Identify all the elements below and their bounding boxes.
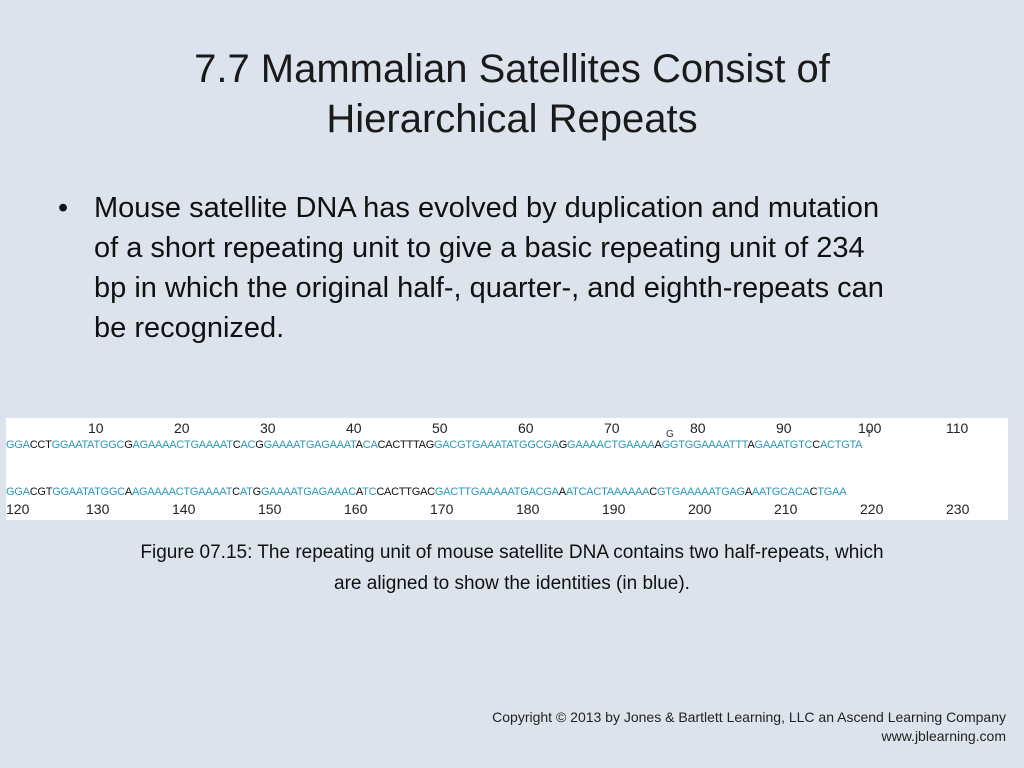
bottom-position-ruler: 120 130 140 150 160 170 180 190 200 210 220 230 — [6, 501, 1008, 519]
bullet-point: • Mouse satellite DNA has evolved by dup… — [58, 188, 898, 348]
bullet-text: Mouse satellite DNA has evolved by dupli… — [94, 192, 884, 344]
mismatch-bases: C — [649, 486, 657, 498]
mismatch-bases: CGT — [29, 486, 53, 498]
mismatch-bases: C — [232, 486, 240, 498]
top-ruler-tick-label: 30 — [260, 420, 276, 436]
variant-base-label: G — [666, 429, 674, 440]
top-ruler-tick-label: 40 — [346, 420, 362, 436]
bottom-ruler-tick-label: 230 — [946, 501, 970, 517]
bottom-ruler-tick-label: 160 — [344, 501, 368, 517]
identity-bases: ACTGTA — [819, 439, 863, 451]
website-link[interactable]: www.jblearning.com — [881, 728, 1007, 744]
identity-bases: GACTTGAAAAATGACGA — [434, 486, 559, 498]
mismatch-bases: C — [809, 486, 818, 498]
identity-bases: GGA — [6, 486, 30, 498]
bullet-marker: • — [58, 192, 69, 224]
bottom-ruler-tick-label: 190 — [602, 501, 626, 517]
mismatch-bases: A — [747, 439, 755, 451]
mismatch-bases: A — [355, 486, 363, 498]
mismatch-bases: A — [654, 439, 662, 451]
identity-bases: GTGAAAAATGAG — [656, 486, 745, 498]
top-ruler-tick-label: 20 — [174, 420, 190, 436]
identity-bases: TGAA — [817, 486, 847, 498]
identity-bases: GAAATGTC — [754, 439, 813, 451]
mismatch-bases: C — [232, 439, 241, 451]
top-ruler-tick-label: 90 — [776, 420, 792, 436]
top-ruler-tick-label: 100 — [858, 420, 882, 436]
identity-bases: AATGCACA — [751, 486, 810, 498]
mismatch-bases: CCT — [29, 439, 52, 451]
identity-bases: GGA — [6, 439, 30, 451]
top-ruler-tick-label: 110 — [946, 420, 969, 436]
identity-bases: GGAATATGGC — [52, 486, 125, 498]
slide-title: 7.7 Mammalian Satellites Consist of Hier… — [0, 44, 1024, 144]
identity-bases: AC — [240, 439, 256, 451]
mismatch-bases: C — [812, 439, 820, 451]
identity-bases: ATCACTAAAAAA — [565, 486, 650, 498]
caption-line-2: are aligned to show the identities (in b… — [334, 573, 690, 594]
bottom-ruler-tick-label: 210 — [774, 501, 798, 517]
mismatch-bases: A — [124, 486, 132, 498]
variant-base-label: T — [866, 429, 873, 440]
mismatch-bases: G — [255, 439, 264, 451]
mismatch-bases: A — [744, 486, 752, 498]
mismatch-bases: A — [558, 486, 566, 498]
identity-bases: GGAATATGGC — [51, 439, 125, 451]
mismatch-bases: CACTTTAG — [377, 439, 435, 451]
top-ruler-tick-label: 80 — [690, 420, 706, 436]
identity-bases: AT — [239, 486, 253, 498]
identity-bases: CA — [362, 439, 378, 451]
identity-bases: AGAAAACTGAAAAT — [131, 486, 233, 498]
identity-bases: GGTGGAAAATTT — [661, 439, 748, 451]
bottom-ruler-tick-label: 180 — [516, 501, 540, 517]
bottom-ruler-tick-label: 120 — [6, 501, 30, 517]
identity-bases: GACGTGAAATATGGCGA — [434, 439, 559, 451]
identity-bases: GAAAACTGAAAA — [567, 439, 655, 451]
identity-bases: GAAAATGAGAAAT — [263, 439, 356, 451]
bottom-half-repeat-sequence: GGACGTGGAATATGGCAAGAAAACTGAAAATCATGGAAAA… — [6, 486, 1008, 498]
bottom-ruler-tick-label: 150 — [258, 501, 282, 517]
mismatch-bases: CACTTGAC — [376, 486, 435, 498]
mismatch-bases: G — [558, 439, 568, 451]
figure-caption: Figure 07.15: The repeating unit of mous… — [30, 537, 994, 599]
caption-line-1: Figure 07.15: The repeating unit of mous… — [140, 542, 884, 563]
mismatch-bases: G — [252, 486, 262, 498]
top-position-ruler: 10 20 30 40 50 60 70 80 90 100 110 — [6, 420, 1008, 438]
top-ruler-tick-label: 10 — [88, 420, 104, 436]
top-ruler-tick-label: 70 — [604, 420, 620, 436]
top-half-repeat-sequence: GGACCTGGAATATGGCGAGAAAACTGAAAATCACGGAAAA… — [6, 439, 1008, 451]
bottom-ruler-tick-label: 200 — [688, 501, 712, 517]
bottom-ruler-tick-label: 140 — [172, 501, 196, 517]
copyright-footer: Copyright © 2013 by Jones & Bartlett Lea… — [492, 708, 1006, 746]
mismatch-bases: A — [355, 439, 363, 451]
top-ruler-tick-label: 60 — [518, 420, 534, 436]
top-ruler-tick-label: 50 — [432, 420, 448, 436]
identity-bases: GAAAATGAGAAAC — [260, 486, 356, 498]
copyright-text: Copyright © 2013 by Jones & Bartlett Lea… — [492, 709, 1006, 725]
bottom-ruler-tick-label: 130 — [86, 501, 110, 517]
bottom-ruler-tick-label: 170 — [430, 501, 454, 517]
bottom-ruler-tick-label: 220 — [860, 501, 884, 517]
identity-bases: AGAAAACTGAAAAT — [132, 439, 233, 451]
mismatch-bases: G — [124, 439, 133, 451]
slide-title-line-1: 7.7 Mammalian Satellites Consist of — [194, 47, 830, 91]
slide-title-line-2: Hierarchical Repeats — [326, 97, 698, 141]
identity-bases: TC — [362, 486, 377, 498]
